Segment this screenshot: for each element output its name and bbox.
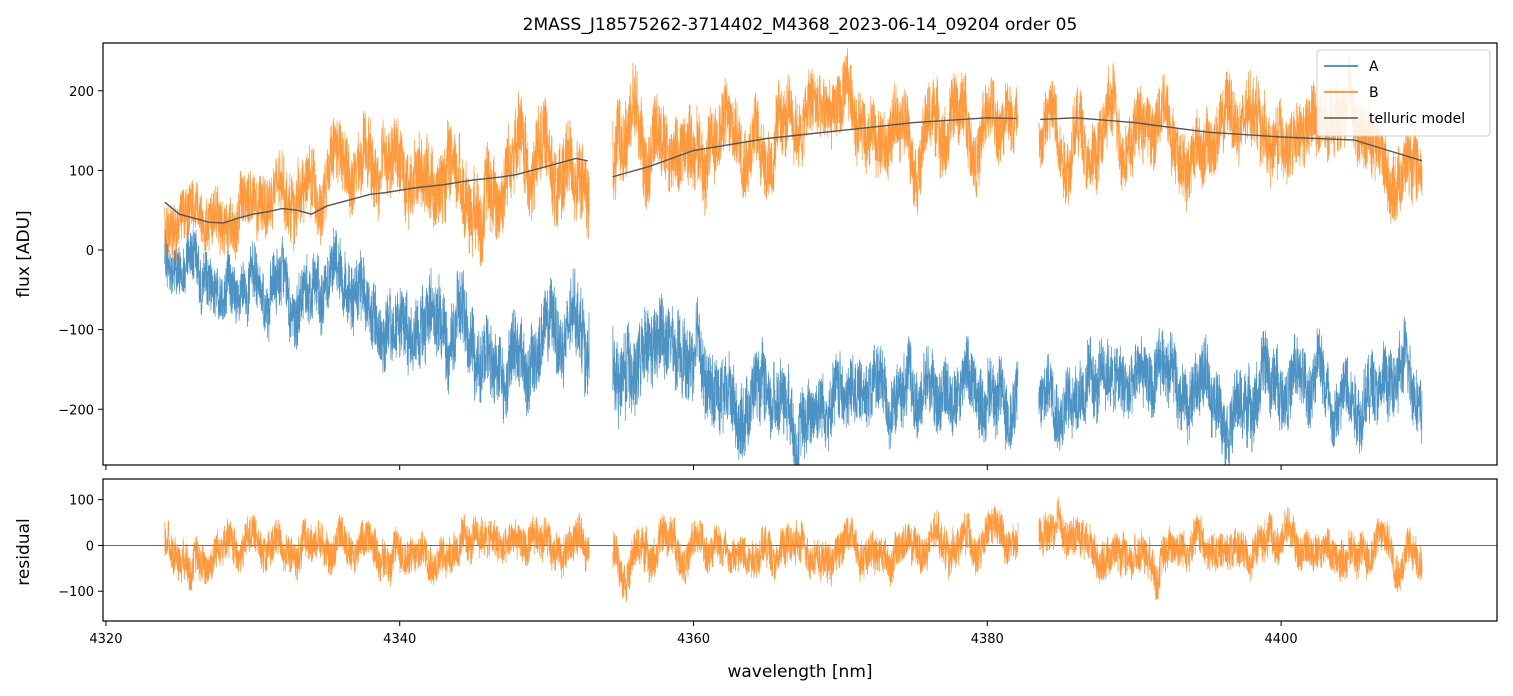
- flux-ylabel: flux [ADU]: [14, 210, 34, 297]
- residual-xtick-label: 4360: [677, 632, 710, 647]
- residual-series-0: [164, 497, 1423, 603]
- flux-ytick-label: −200: [58, 403, 94, 418]
- flux-ytick-label: −100: [58, 324, 94, 339]
- flux-ytick-label: 0: [86, 244, 94, 259]
- legend: A B telluric model: [1316, 49, 1491, 137]
- legend-frame: [1316, 49, 1491, 137]
- flux-panel: −200 −100 0 100 200 flux [ADU] A B telluric …: [14, 42, 1498, 470]
- residual-xtick-label: 4340: [383, 632, 416, 647]
- chart-title: 2MASS_J18575262-3714402_M4368_2023-06-14…: [523, 15, 1078, 35]
- legend-label-telluric: telluric model: [1369, 111, 1465, 127]
- residual-xlabel: wavelength [nm]: [727, 662, 872, 682]
- residual-ylabel: residual: [14, 518, 34, 585]
- flux-series-telluric-model: [164, 117, 1423, 224]
- legend-label-b: B: [1369, 85, 1379, 101]
- residual-ytick-label: 0: [86, 539, 94, 554]
- legend-label-a: A: [1369, 59, 1379, 75]
- residual-xtick-label: 4320: [89, 632, 122, 647]
- residual-xtick-label: 4380: [971, 632, 1004, 647]
- residual-ytick-label: −100: [58, 585, 94, 600]
- flux-ytick-label: 200: [69, 85, 94, 100]
- flux-axes-frame: [102, 42, 1498, 466]
- flux-series-b: [164, 48, 1423, 267]
- residual-axes-frame: [102, 478, 1498, 622]
- flux-series-a: [164, 224, 1423, 465]
- residual-panel: −100 0 100 4320 4340 4360 4380 4400 residual w…: [14, 478, 1498, 682]
- residual-ytick-label: 100: [69, 494, 94, 509]
- residual-xtick-label: 4400: [1265, 632, 1298, 647]
- flux-ytick-label: 100: [69, 164, 94, 179]
